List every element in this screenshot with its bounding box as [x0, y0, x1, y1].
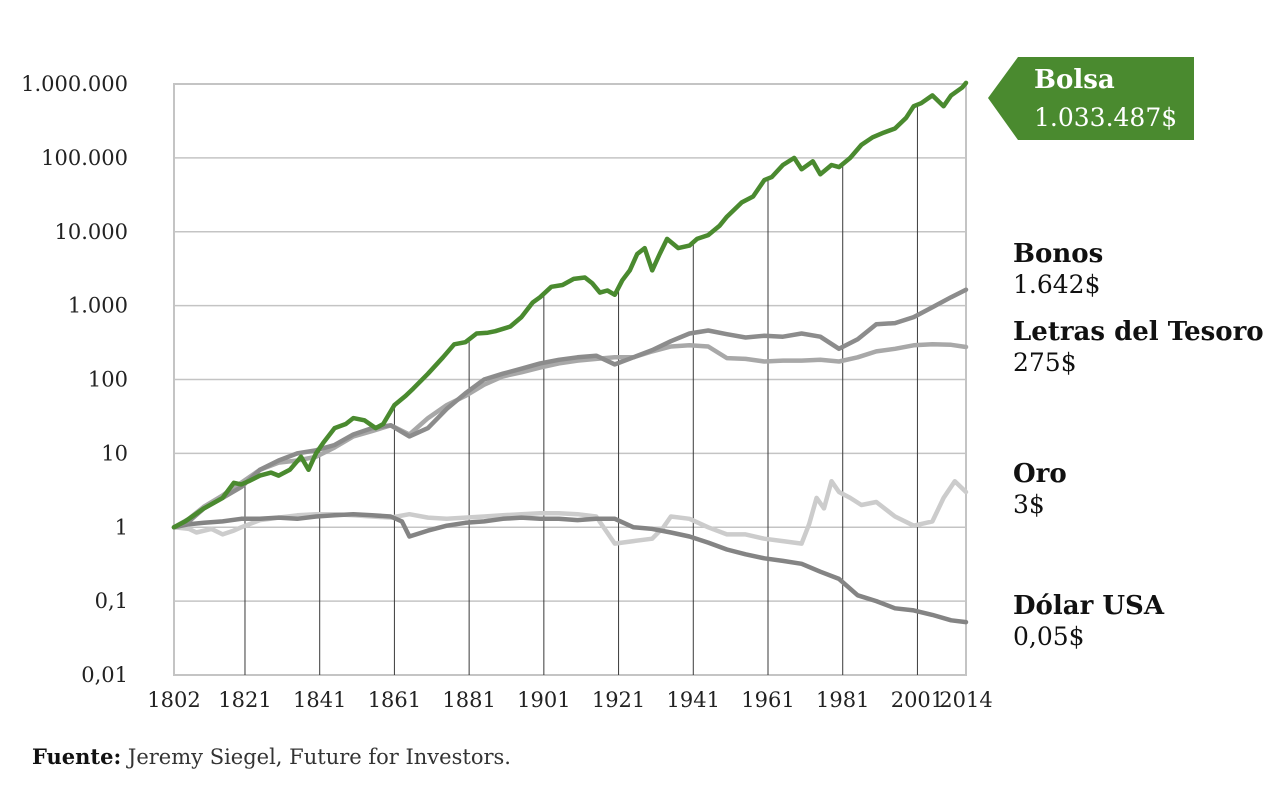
x-tick-label: 1881 — [442, 688, 495, 712]
x-tick-label: 1841 — [293, 688, 346, 712]
vertical-grid — [244, 104, 918, 675]
bolsa-callout-arrow — [988, 57, 1194, 140]
bolsa-callout-value: 1.033.487$ — [1034, 103, 1177, 132]
series-line-bolsa — [171, 80, 969, 530]
series-line-letras-del-tesoro — [171, 342, 969, 530]
x-tick-label: 2001 — [891, 688, 944, 712]
series-line-bonos — [171, 287, 969, 530]
y-tick-label: 1 — [115, 515, 128, 539]
y-tick-label: 10 — [101, 441, 128, 465]
y-tick-label: 10.000 — [55, 220, 128, 244]
x-axis-tick-labels: 1802 1821 1841 1861 1881 1901 1921 1941 1961 1981… — [147, 688, 992, 712]
y-axis-tick-labels: 0,01 0,1 1 10 100 1.000 10.000 100.000 1.000.000 — [21, 72, 128, 687]
end-label-value: 0,05$ — [1013, 622, 1085, 651]
y-tick-label: 100.000 — [41, 146, 128, 170]
source-text: Jeremy Siegel, Future for Investors. — [121, 745, 511, 769]
y-tick-label: 1.000 — [68, 294, 128, 318]
source-note: Fuente: Jeremy Siegel, Future for Invest… — [32, 744, 511, 769]
end-label-value: 275$ — [1013, 348, 1077, 377]
x-tick-label: 1921 — [592, 688, 645, 712]
end-label-name: Bonos — [1013, 239, 1103, 269]
x-tick-label: 1821 — [218, 688, 271, 712]
x-tick-label: 1861 — [368, 688, 421, 712]
end-label-name: Letras del Tesoro — [1013, 317, 1264, 347]
x-tick-label: 1901 — [517, 688, 570, 712]
end-label-value: 3$ — [1013, 490, 1045, 519]
x-tick-label: 1961 — [741, 688, 794, 712]
y-tick-label: 1.000.000 — [21, 72, 128, 96]
series-line-d-lar-usa — [171, 511, 969, 625]
x-tick-label: 1981 — [816, 688, 869, 712]
end-label-name: Oro — [1013, 459, 1067, 489]
end-label-value: 1.642$ — [1013, 270, 1100, 299]
x-tick-label: 1802 — [147, 688, 200, 712]
y-tick-label: 100 — [88, 368, 128, 392]
series-layer — [171, 80, 969, 625]
bolsa-callout-name: Bolsa — [1034, 65, 1115, 95]
x-tick-label: 1941 — [667, 688, 720, 712]
bolsa-callout: Bolsa 1.033.487$ — [988, 57, 1194, 140]
y-tick-label: 0,1 — [95, 589, 128, 613]
x-tick-label: 2014 — [939, 688, 992, 712]
horizontal-grid — [174, 157, 966, 602]
source-label: Fuente: — [32, 744, 122, 769]
y-tick-label: 0,01 — [81, 663, 128, 687]
end-label-name: Dólar USA — [1013, 591, 1165, 621]
series-line-oro — [171, 478, 969, 546]
